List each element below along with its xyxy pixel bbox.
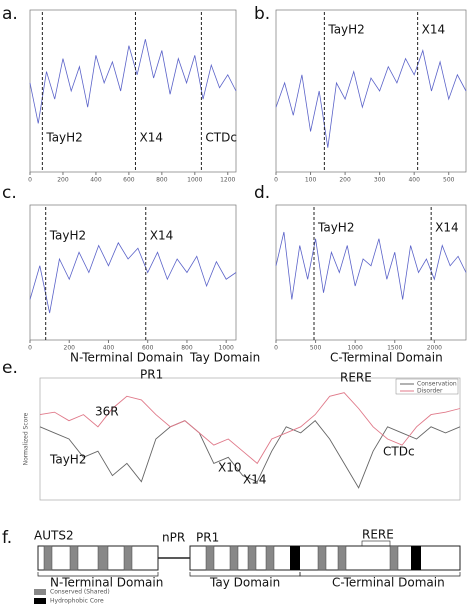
domain-label: N-Terminal Domain bbox=[50, 576, 163, 590]
series-line bbox=[39, 392, 461, 465]
annotation: X14 bbox=[243, 473, 267, 487]
x-tick-label: 1000 bbox=[187, 177, 202, 184]
marker-label: X14 bbox=[435, 221, 459, 235]
legend-swatch bbox=[34, 589, 46, 595]
x-tick-label: 800 bbox=[181, 345, 193, 352]
region-label: nPR bbox=[162, 531, 185, 545]
conserved-block bbox=[97, 545, 109, 571]
marker-label: TayH2 bbox=[45, 131, 82, 145]
marker-label: X14 bbox=[150, 229, 174, 243]
x-tick-label: 0 bbox=[28, 345, 32, 352]
conserved-block bbox=[337, 545, 347, 571]
x-tick-label: 100 bbox=[305, 177, 317, 184]
x-tick-label: 1200 bbox=[220, 177, 235, 184]
annotation: X10 bbox=[218, 461, 242, 475]
x-tick-label: 1500 bbox=[387, 345, 402, 352]
series-line bbox=[29, 39, 237, 124]
series-line bbox=[39, 420, 461, 489]
x-tick-label: 0 bbox=[28, 177, 32, 184]
annotation: 36R bbox=[95, 405, 119, 419]
conserved-block bbox=[317, 545, 327, 571]
x-tick-label: 200 bbox=[339, 177, 351, 184]
legend-box bbox=[395, 378, 459, 395]
domain-label: Tay Domain bbox=[209, 576, 280, 590]
rere-bracket bbox=[361, 540, 391, 547]
series-line bbox=[29, 241, 237, 314]
marker-label: CTDc bbox=[205, 131, 237, 145]
x-tick-label: 200 bbox=[64, 345, 76, 352]
annotation: TayH2 bbox=[49, 453, 86, 467]
panel-label: c. bbox=[2, 183, 17, 203]
conserved-block bbox=[265, 545, 275, 571]
x-tick-label: 500 bbox=[443, 177, 455, 184]
x-tick-label: 400 bbox=[103, 345, 115, 352]
x-tick-label: 600 bbox=[142, 345, 154, 352]
conserved-block bbox=[43, 545, 53, 571]
plot-frame bbox=[29, 204, 237, 341]
region-label: PR1 bbox=[196, 531, 219, 545]
panel-label: f. bbox=[2, 528, 12, 548]
conserved-block bbox=[205, 545, 215, 571]
annotation: Tay Domain bbox=[189, 351, 260, 365]
panel-label: a. bbox=[2, 4, 18, 24]
series-line bbox=[275, 49, 467, 148]
hydrophobic-block bbox=[411, 546, 421, 570]
plot-frame bbox=[39, 377, 461, 501]
legend-label: Conserved (Shared) bbox=[50, 589, 110, 596]
x-tick-label: 400 bbox=[90, 177, 102, 184]
x-tick-label: 200 bbox=[57, 177, 69, 184]
annotation: PR1 bbox=[140, 368, 163, 382]
legend-swatch bbox=[34, 598, 46, 604]
annotation: RERE bbox=[340, 371, 372, 385]
x-tick-label: 1000 bbox=[348, 345, 363, 352]
marker-label: X14 bbox=[139, 131, 163, 145]
marker-label: TayH2 bbox=[49, 229, 86, 243]
annotation: CTDc bbox=[383, 445, 415, 459]
x-tick-label: 600 bbox=[123, 177, 135, 184]
protein-name: AUTS2 bbox=[34, 529, 74, 543]
domain-bracket bbox=[37, 572, 159, 577]
legend-label: Conservation bbox=[417, 381, 457, 388]
panel-label: d. bbox=[254, 183, 270, 203]
conserved-block bbox=[123, 545, 133, 571]
marker-label: TayH2 bbox=[327, 23, 364, 37]
panel-label: b. bbox=[254, 4, 270, 24]
conserved-block bbox=[389, 545, 399, 571]
x-tick-label: 0 bbox=[274, 177, 278, 184]
x-tick-label: 0 bbox=[274, 345, 278, 352]
domain-label: C-Terminal Domain bbox=[332, 576, 445, 590]
y-axis-label: Normalized Score bbox=[23, 412, 30, 465]
x-tick-label: 800 bbox=[156, 177, 168, 184]
legend-label: Hydrophobic Core bbox=[50, 598, 104, 605]
series-line bbox=[275, 231, 467, 300]
x-tick-label: 500 bbox=[310, 345, 322, 352]
x-tick-label: 400 bbox=[408, 177, 420, 184]
legend-label: Disorder bbox=[417, 388, 443, 395]
marker-label: X14 bbox=[422, 23, 446, 37]
region-label: RERE bbox=[362, 528, 394, 542]
annotation: C-Terminal Domain bbox=[330, 351, 443, 365]
x-tick-label: 2000 bbox=[427, 345, 442, 352]
conserved-block bbox=[247, 545, 257, 571]
marker-label: TayH2 bbox=[317, 221, 354, 235]
x-tick-label: 300 bbox=[374, 177, 386, 184]
conserved-block bbox=[69, 545, 79, 571]
panel-label: e. bbox=[2, 358, 18, 378]
domain-bracket bbox=[299, 572, 461, 577]
x-tick-label: 1000 bbox=[219, 345, 234, 352]
hydrophobic-block bbox=[290, 546, 300, 570]
conserved-block bbox=[229, 545, 239, 571]
annotation: N-Terminal Domain bbox=[70, 351, 183, 365]
